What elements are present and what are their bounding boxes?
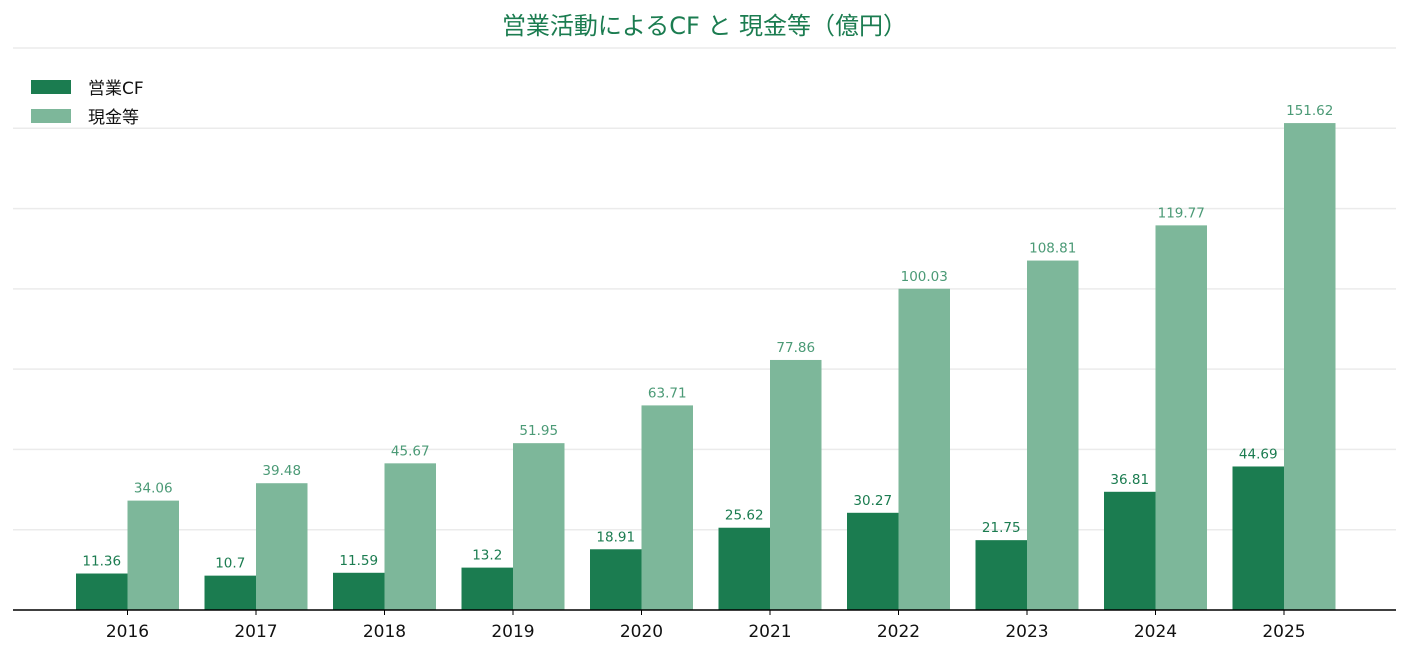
bar-operating-cf-2019 xyxy=(461,567,513,610)
legend-label-operating-cf: 営業CF xyxy=(88,79,144,99)
data-label-cash-2019: 51.95 xyxy=(519,423,558,439)
legend-label-cash: 現金等 xyxy=(88,108,139,128)
data-label-cash-2022: 100.03 xyxy=(901,269,948,285)
data-label-cash-2021: 77.86 xyxy=(776,340,815,356)
data-label-operating-cf-2023: 21.75 xyxy=(982,520,1021,536)
data-label-cash-2025: 151.62 xyxy=(1286,103,1333,119)
data-label-operating-cf-2016: 11.36 xyxy=(82,554,121,570)
x-tick-label-2017: 2017 xyxy=(234,622,277,642)
data-label-cash-2018: 45.67 xyxy=(391,443,430,459)
legend-swatch-operating-cf xyxy=(31,79,71,94)
x-tick-label-2022: 2022 xyxy=(877,622,920,642)
x-tick-label-2021: 2021 xyxy=(748,622,791,642)
bar-cash-2019 xyxy=(513,443,565,610)
bar-operating-cf-2024 xyxy=(1104,491,1156,610)
data-label-cash-2024: 119.77 xyxy=(1158,205,1205,221)
data-label-cash-2020: 63.71 xyxy=(648,385,687,401)
bar-cash-2016 xyxy=(127,500,179,610)
data-label-operating-cf-2017: 10.7 xyxy=(215,556,245,572)
bar-cash-2021 xyxy=(770,359,822,610)
legend-item-operating-cf: 営業CF xyxy=(31,72,144,101)
legend-swatch-cash xyxy=(31,108,71,123)
bar-cash-2023 xyxy=(1027,260,1079,610)
bar-operating-cf-2021 xyxy=(718,527,770,610)
x-tick-label-2025: 2025 xyxy=(1262,622,1305,642)
data-label-operating-cf-2019: 13.2 xyxy=(472,548,502,564)
data-label-operating-cf-2018: 11.59 xyxy=(339,553,378,569)
bar-cash-2022 xyxy=(898,288,950,610)
x-tick-label-2019: 2019 xyxy=(491,622,534,642)
bar-cash-2020 xyxy=(641,405,693,610)
bar-operating-cf-2020 xyxy=(590,549,642,610)
x-tick-label-2024: 2024 xyxy=(1134,622,1177,642)
bar-cash-2024 xyxy=(1155,225,1207,611)
data-label-operating-cf-2024: 36.81 xyxy=(1110,472,1149,488)
bar-cash-2025 xyxy=(1284,123,1336,611)
legend-item-cash: 現金等 xyxy=(31,101,144,130)
x-tick-label-2016: 2016 xyxy=(106,622,149,642)
data-label-cash-2023: 108.81 xyxy=(1029,241,1076,257)
data-label-operating-cf-2022: 30.27 xyxy=(853,493,892,509)
data-label-cash-2017: 39.48 xyxy=(262,463,301,479)
data-label-operating-cf-2020: 18.91 xyxy=(596,529,635,545)
bar-operating-cf-2023 xyxy=(975,540,1027,610)
chart-title: 営業活動によるCF と 現金等（億円） xyxy=(501,12,908,40)
legend: 営業CF 現金等 xyxy=(31,72,144,130)
bar-cash-2017 xyxy=(256,483,308,610)
bar-operating-cf-2016 xyxy=(76,573,128,610)
bar-operating-cf-2018 xyxy=(333,572,385,610)
bar-operating-cf-2025 xyxy=(1232,466,1284,610)
data-label-operating-cf-2021: 25.62 xyxy=(725,508,764,524)
bar-operating-cf-2017 xyxy=(204,575,256,610)
data-label-operating-cf-2025: 44.69 xyxy=(1239,446,1278,462)
bar-operating-cf-2022 xyxy=(847,512,899,610)
data-label-cash-2016: 34.06 xyxy=(134,481,173,497)
x-tick-label-2018: 2018 xyxy=(363,622,406,642)
x-tick-label-2020: 2020 xyxy=(620,622,663,642)
bar-cash-2018 xyxy=(384,463,436,610)
x-tick-label-2023: 2023 xyxy=(1005,622,1048,642)
